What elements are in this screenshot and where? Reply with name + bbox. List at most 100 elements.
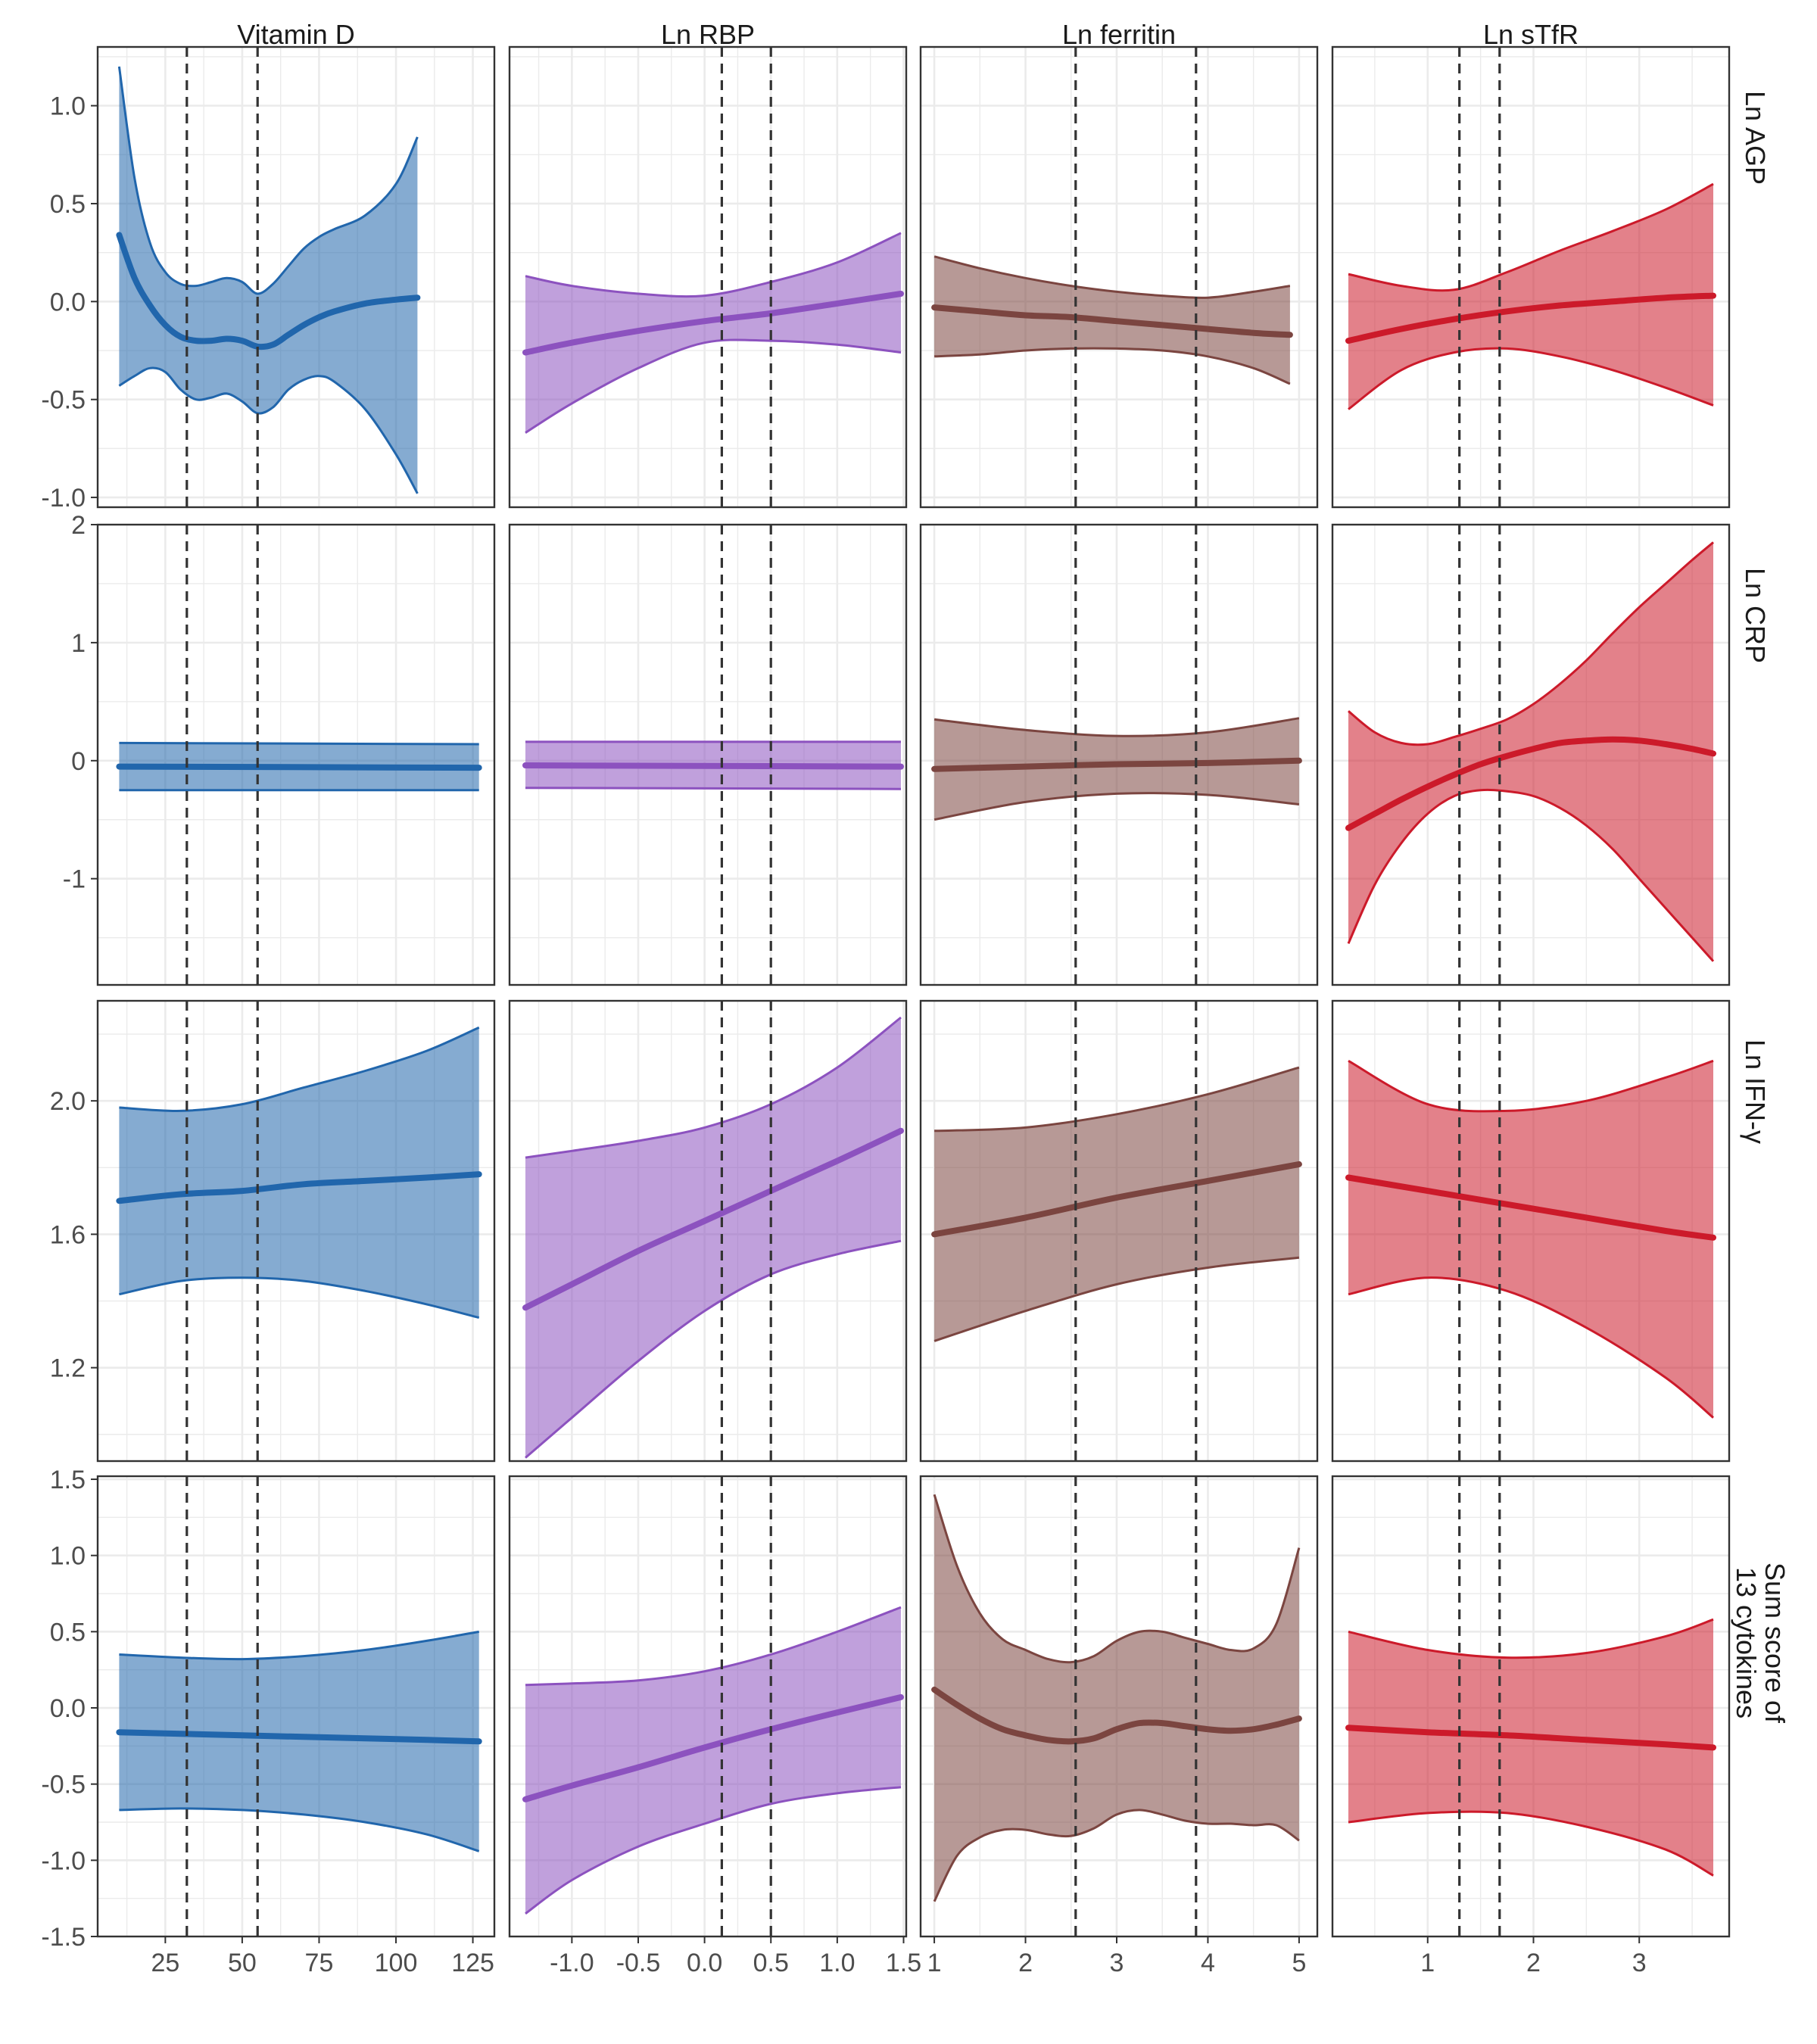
panel-plot-area (116, 741, 482, 792)
x-tick-label-rbp: 0.5 (753, 1949, 789, 1977)
confidence-band (934, 1494, 1299, 1902)
panel-border (96, 523, 496, 986)
panel-sum-ferritin (919, 1475, 1319, 1938)
panel-plot-area (1345, 182, 1716, 410)
fitted-line (522, 1693, 904, 1803)
panel-border (508, 1475, 908, 1938)
confidence-band (525, 232, 901, 433)
panel-plot-area (931, 1066, 1302, 1342)
confidence-band (934, 1067, 1299, 1341)
panel-agp-ferritin (919, 45, 1319, 509)
panel-plot-area (931, 717, 1302, 821)
y-tick-label: 0.5 (50, 1618, 86, 1647)
y-tick-label: 1.0 (50, 92, 86, 121)
row-label-line: Sum score of (1759, 1563, 1791, 1724)
panel-agp-stfr (1331, 45, 1731, 509)
x-tick-label-ferritin: 1 (927, 1949, 942, 1977)
y-tick-label: 0.0 (50, 1694, 86, 1723)
row-label-ifn: Ln IFN-γ (1740, 1039, 1771, 1144)
fitted-line (116, 1729, 482, 1745)
band-upper-edge (119, 1026, 480, 1112)
row-label-text: Ln AGP (1740, 91, 1771, 185)
panel-border (96, 1475, 496, 1938)
column-label-vitd: Vitamin D (237, 19, 354, 50)
panel-border (508, 999, 908, 1463)
x-tick-label-stfr: 1 (1420, 1949, 1435, 1977)
panel-border (96, 999, 496, 1463)
confidence-band (1348, 1061, 1713, 1418)
confidence-band (525, 1017, 901, 1458)
fitted-line (1345, 292, 1716, 344)
band-lower-edge (933, 792, 1300, 821)
panel-plot-area (931, 1494, 1302, 1902)
band-upper-edge (119, 741, 479, 746)
fitted-line (116, 1171, 482, 1204)
panel-plot-area (522, 232, 904, 434)
x-tick-label-vitd: 50 (228, 1949, 257, 1977)
y-tick-label: 0.0 (50, 288, 86, 316)
panel-border (1331, 523, 1731, 986)
band-lower-edge (525, 338, 902, 434)
panel-ifn-stfr (1331, 999, 1731, 1463)
panel-sum-stfr (1331, 1475, 1731, 1938)
column-label-stfr: Ln sTfR (1483, 19, 1579, 50)
fitted-line (1345, 1725, 1716, 1751)
band-upper-edge (525, 232, 902, 298)
y-tick-label: 0 (71, 747, 86, 776)
y-tick-label: 2.0 (50, 1087, 86, 1116)
band-upper-edge (117, 66, 419, 295)
band-lower-edge (118, 366, 419, 494)
y-tick-label: -0.5 (41, 386, 86, 415)
row-label-text: Ln IFN-γ (1740, 1039, 1771, 1144)
band-upper-edge (1348, 1618, 1714, 1659)
confidence-band (119, 1027, 479, 1318)
panel-plot-area (522, 1016, 904, 1459)
panel-plot-area (931, 255, 1293, 385)
panel-agp-vitd (96, 45, 496, 509)
confidence-band (525, 1607, 901, 1914)
band-lower-edge (1348, 347, 1714, 410)
x-tick-label-stfr: 3 (1632, 1949, 1647, 1977)
panel-border (1331, 999, 1731, 1463)
band-lower-edge (525, 1786, 902, 1915)
band-upper-edge (1348, 541, 1714, 746)
band-upper-edge (934, 1066, 1300, 1133)
y-tick-label: 1.0 (50, 1542, 86, 1571)
panel-grid (510, 1001, 906, 1461)
x-tick-label-rbp: -0.5 (616, 1949, 661, 1977)
x-tick-label-vitd: 100 (375, 1949, 418, 1977)
panel-ifn-rbp (508, 999, 908, 1463)
fitted-line (522, 1127, 904, 1311)
y-tick-label: -1.0 (41, 484, 86, 513)
y-tick-label: -1.0 (41, 1846, 86, 1875)
panel-border (919, 45, 1319, 509)
band-upper-edge (525, 1606, 902, 1687)
confidence-band (119, 1631, 479, 1852)
y-tick-label: -1.5 (41, 1923, 86, 1952)
row-label-agp: Ln AGP (1740, 91, 1771, 185)
y-tick-label: -1 (63, 865, 86, 894)
x-tick-label-ferritin: 2 (1018, 1949, 1033, 1977)
x-tick-label-ferritin: 4 (1201, 1949, 1215, 1977)
y-tick-label: 1.5 (50, 1466, 86, 1494)
panel-ifn-ferritin (919, 999, 1319, 1463)
panel-agp-rbp (508, 45, 908, 509)
band-lower-edge (525, 1239, 902, 1459)
row-label-line: 13 cytokines (1731, 1567, 1762, 1718)
panel-border (1331, 45, 1731, 509)
x-tick-label-rbp: 1.0 (819, 1949, 855, 1977)
x-tick-label-rbp: -1.0 (550, 1949, 594, 1977)
y-tick-label: 1.2 (50, 1354, 86, 1383)
x-tick-label-rbp: 0.0 (687, 1949, 722, 1977)
fitted-line (931, 757, 1302, 772)
panel-plot-area (1345, 1618, 1716, 1877)
band-lower-edge (933, 1256, 1300, 1342)
panel-border (1331, 1475, 1731, 1938)
x-tick-label-rbp: 1.5 (886, 1949, 921, 1977)
panel-crp-vitd (96, 523, 496, 986)
band-lower-edge (1348, 1810, 1714, 1877)
panel-border (919, 1475, 1319, 1938)
panel-border (919, 999, 1319, 1463)
fitted-line (931, 1686, 1302, 1745)
